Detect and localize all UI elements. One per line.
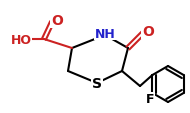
Text: F: F [146, 93, 155, 106]
Text: NH: NH [95, 27, 115, 40]
Text: S: S [92, 76, 102, 90]
Text: HO: HO [10, 33, 32, 46]
Text: O: O [51, 14, 63, 28]
Text: O: O [142, 25, 154, 39]
